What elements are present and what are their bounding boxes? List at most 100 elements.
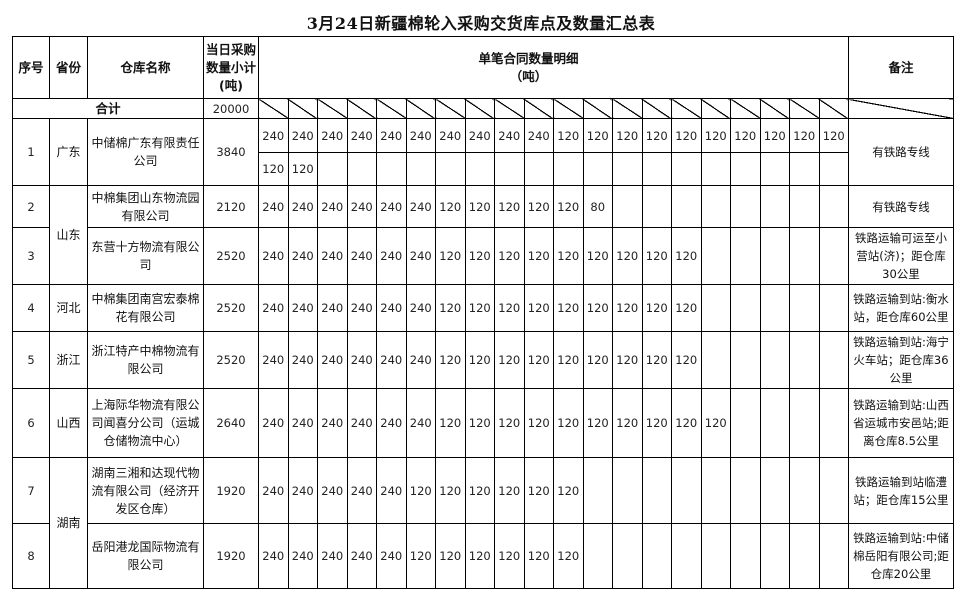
detail-cell <box>759 227 790 285</box>
detail-cell <box>818 227 849 285</box>
detail-cell: 240 <box>317 227 348 285</box>
header-remark: 备注 <box>848 36 954 99</box>
detail-cell: 120 <box>641 227 672 285</box>
header-detail-unit: （吨） <box>509 68 548 84</box>
detail-cell: 240 <box>287 457 318 524</box>
detail-cell: 240 <box>376 185 407 228</box>
detail-cell: 120 <box>523 388 554 458</box>
detail-cell <box>435 152 466 186</box>
row-seq: 4 <box>12 284 50 332</box>
detail-cell <box>818 457 849 524</box>
detail-cell <box>730 185 761 228</box>
row-province: 河北 <box>49 284 88 332</box>
header-detail-label: 单笔合同数量明细 <box>478 50 579 66</box>
detail-cell: 120 <box>435 227 466 285</box>
table-row: 1 广东 中储棉广东有限责任公司 3840 240 240 240 240 240 240 240 2… <box>12 118 954 186</box>
detail-cell <box>730 388 761 458</box>
detail-cell <box>523 152 554 186</box>
detail-cell: 240 <box>435 118 466 153</box>
row-seq: 2 <box>12 185 50 228</box>
row-remark: 铁路运输到站临澧站；距仓库15公里 <box>848 457 954 524</box>
row-subtotal: 2520 <box>203 227 259 285</box>
table-row: 8 岳阳港龙国际物流有限公司 1920 240 240 240 240 240 120 120 12… <box>12 523 954 589</box>
detail-cell: 120 <box>405 523 436 589</box>
detail-cell: 120 <box>553 227 584 285</box>
total-detail-empty <box>405 98 436 119</box>
detail-cell <box>759 457 790 524</box>
detail-cell: 120 <box>553 523 584 589</box>
detail-cell: 240 <box>346 284 377 332</box>
detail-cell: 120 <box>464 331 495 389</box>
detail-cell <box>789 523 820 589</box>
detail-cell: 120 <box>494 388 525 458</box>
detail-cell <box>700 284 731 332</box>
detail-cell: 240 <box>346 227 377 285</box>
table-row: 7 湖南 湖南三湘和达现代物流有限公司（经济开发区仓库） 1920 240 240 240 2… <box>12 457 954 589</box>
detail-cell: 120 <box>494 523 525 589</box>
row-subtotal: 1920 <box>203 457 259 524</box>
row-seq: 3 <box>12 227 50 285</box>
detail-cell <box>346 152 377 186</box>
total-detail-empty <box>553 98 584 119</box>
detail-cell: 120 <box>464 227 495 285</box>
detail-cell: 240 <box>258 227 289 285</box>
row-subtotal: 3840 <box>203 118 259 186</box>
detail-cell: 120 <box>464 457 495 524</box>
total-detail-empty <box>494 98 525 119</box>
total-detail-empty <box>730 98 761 119</box>
detail-cell <box>641 457 672 524</box>
detail-cell: 120 <box>641 331 672 389</box>
detail-cell: 120 <box>494 227 525 285</box>
detail-cell <box>464 152 495 186</box>
detail-cell: 120 <box>612 118 643 153</box>
detail-cell <box>759 284 790 332</box>
row-remark: 铁路运输到站:中储棉岳阳有限公司;距仓库20公里 <box>848 523 954 589</box>
detail-cell: 120 <box>789 118 820 153</box>
detail-cell: 120 <box>671 284 702 332</box>
detail-cell: 120 <box>523 284 554 332</box>
row-remark: 铁路运输到站:海宁火车站；距仓库36公里 <box>848 331 954 389</box>
detail-cell: 240 <box>258 457 289 524</box>
detail-cell: 240 <box>346 457 377 524</box>
detail-cell: 240 <box>405 118 436 153</box>
detail-cell <box>612 152 643 186</box>
detail-cell <box>818 185 849 228</box>
row-province: 浙江 <box>49 331 88 389</box>
detail-cell: 240 <box>376 118 407 153</box>
row-warehouse: 东营十方物流有限公司 <box>87 227 204 285</box>
table-row: 4 河北 中棉集团南宫宏泰棉花有限公司 2520 240 240 240 240 240 240 1… <box>12 284 954 332</box>
detail-cell: 120 <box>641 388 672 458</box>
total-detail-empty <box>287 98 318 119</box>
detail-cell: 120 <box>582 118 613 153</box>
total-detail-empty <box>582 98 613 119</box>
detail-cell: 120 <box>612 331 643 389</box>
detail-cell: 240 <box>317 523 348 589</box>
detail-cell <box>818 331 849 389</box>
detail-cell: 120 <box>464 523 495 589</box>
row-remark: 有铁路专线 <box>848 185 954 228</box>
total-detail-empty <box>376 98 407 119</box>
summary-table: 序号 省份 仓库名称 当日采购数量小计(吨) 单笔合同数量明细 （吨） 备注 合… <box>12 36 954 589</box>
detail-cell: 120 <box>258 152 289 186</box>
total-detail-empty <box>612 98 643 119</box>
total-detail-empty <box>789 98 820 119</box>
total-detail-empty <box>435 98 466 119</box>
total-detail-empty <box>464 98 495 119</box>
detail-cell: 120 <box>759 118 790 153</box>
detail-cell: 240 <box>258 118 289 153</box>
detail-cell: 120 <box>523 331 554 389</box>
header-detail: 单笔合同数量明细 （吨） <box>258 36 849 99</box>
detail-cell: 120 <box>553 457 584 524</box>
table-row: 5 浙江 浙江特产中棉物流有限公司 2520 240 240 240 240 240 240 120… <box>12 331 954 389</box>
detail-cell: 120 <box>641 284 672 332</box>
detail-cell: 120 <box>287 152 318 186</box>
row-subtotal: 1920 <box>203 523 259 589</box>
detail-cell: 240 <box>346 185 377 228</box>
row-seq: 8 <box>12 523 50 589</box>
detail-cell <box>671 523 702 589</box>
detail-cell <box>759 152 790 186</box>
total-detail-empty <box>818 98 849 119</box>
detail-cell: 120 <box>671 388 702 458</box>
detail-cell: 240 <box>346 523 377 589</box>
detail-cell: 120 <box>494 185 525 228</box>
